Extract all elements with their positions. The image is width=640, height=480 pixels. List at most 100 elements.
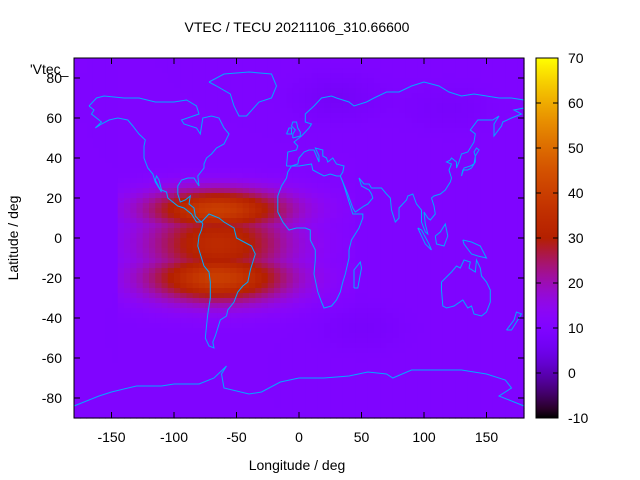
heatmap-cell xyxy=(249,108,256,114)
heatmap-cell xyxy=(430,398,438,404)
heatmap-cell xyxy=(424,298,431,304)
heatmap-cell xyxy=(505,193,513,199)
heatmap-cell xyxy=(292,258,300,264)
heatmap-cell xyxy=(361,103,369,109)
heatmap-cell xyxy=(267,273,275,279)
heatmap-cell xyxy=(211,218,219,224)
heatmap-cell xyxy=(142,148,150,154)
heatmap-cell xyxy=(349,283,356,289)
heatmap xyxy=(74,58,525,419)
heatmap-cell xyxy=(105,358,113,364)
heatmap-cell xyxy=(505,93,513,99)
heatmap-cell xyxy=(267,208,275,214)
heatmap-cell xyxy=(424,343,431,349)
heatmap-cell xyxy=(174,118,181,124)
heatmap-cell xyxy=(386,93,394,99)
heatmap-cell xyxy=(399,318,406,324)
heatmap-cell xyxy=(111,308,119,314)
heatmap-cell xyxy=(449,273,456,279)
heatmap-cell xyxy=(486,253,494,259)
heatmap-cell xyxy=(249,188,256,194)
heatmap-cell xyxy=(486,88,494,94)
heatmap-cell xyxy=(261,173,269,179)
heatmap-cell xyxy=(236,248,244,254)
heatmap-cell xyxy=(430,313,438,319)
heatmap-cell xyxy=(174,158,181,164)
heatmap-cell xyxy=(492,378,500,384)
heatmap-cell xyxy=(442,208,450,214)
heatmap-cell xyxy=(361,78,369,84)
heatmap-cell xyxy=(442,263,450,269)
heatmap-cell xyxy=(436,283,444,289)
heatmap-cell xyxy=(349,303,356,309)
heatmap-cell xyxy=(417,263,425,269)
heatmap-cell xyxy=(205,368,213,374)
heatmap-cell xyxy=(149,213,156,219)
heatmap-cell xyxy=(124,333,131,339)
heatmap-cell xyxy=(405,83,413,89)
heatmap-cell xyxy=(130,233,138,239)
heatmap-cell xyxy=(486,83,494,89)
heatmap-cell xyxy=(167,298,175,304)
heatmap-cell xyxy=(280,148,288,154)
heatmap-cell xyxy=(74,88,81,94)
heatmap-cell xyxy=(380,233,388,239)
heatmap-cell xyxy=(217,148,225,154)
heatmap-cell xyxy=(499,233,506,239)
heatmap-cell xyxy=(117,393,125,399)
heatmap-cell xyxy=(161,123,169,129)
heatmap-cell xyxy=(467,98,475,104)
heatmap-cell xyxy=(449,108,456,114)
heatmap-cell xyxy=(167,73,175,79)
heatmap-cell xyxy=(361,303,369,309)
heatmap-cell xyxy=(486,353,494,359)
heatmap-cell xyxy=(480,338,488,344)
heatmap-cell xyxy=(336,208,344,214)
heatmap-cell xyxy=(274,183,281,189)
heatmap-cell xyxy=(180,318,188,324)
heatmap-cell xyxy=(474,273,481,279)
heatmap-cell xyxy=(280,248,288,254)
heatmap-cell xyxy=(211,363,219,369)
heatmap-cell xyxy=(442,158,450,164)
heatmap-cell xyxy=(105,268,113,274)
heatmap-cell xyxy=(436,263,444,269)
heatmap-cell xyxy=(236,223,244,229)
heatmap-cell xyxy=(161,98,169,104)
heatmap-cell xyxy=(80,158,88,164)
heatmap-cell xyxy=(224,113,231,119)
heatmap-cell xyxy=(205,198,213,204)
heatmap-cell xyxy=(255,363,263,369)
heatmap-cell xyxy=(442,163,450,169)
heatmap-cell xyxy=(74,363,81,369)
heatmap-cell xyxy=(436,303,444,309)
heatmap-cell xyxy=(380,243,388,249)
heatmap-cell xyxy=(155,243,163,249)
heatmap-cell xyxy=(467,73,475,79)
heatmap-cell xyxy=(217,78,225,84)
heatmap-cell xyxy=(355,213,363,219)
heatmap-cell xyxy=(311,318,319,324)
heatmap-cell xyxy=(255,128,263,134)
heatmap-cell xyxy=(180,413,188,419)
heatmap-cell xyxy=(311,153,319,159)
heatmap-cell xyxy=(492,308,500,314)
heatmap-cell xyxy=(224,188,231,194)
heatmap-cell xyxy=(467,313,475,319)
heatmap-cell xyxy=(324,308,331,314)
heatmap-cell xyxy=(192,333,200,339)
heatmap-cell xyxy=(299,273,306,279)
heatmap-cell xyxy=(305,288,313,294)
heatmap-cell xyxy=(167,318,175,324)
heatmap-cell xyxy=(367,233,375,239)
heatmap-cell xyxy=(442,253,450,259)
heatmap-cell xyxy=(455,113,463,119)
heatmap-cell xyxy=(299,148,306,154)
heatmap-cell xyxy=(455,98,463,104)
heatmap-cell xyxy=(149,328,156,334)
heatmap-cell xyxy=(399,228,406,234)
heatmap-cell xyxy=(199,203,206,209)
heatmap-cell xyxy=(361,73,369,79)
heatmap-cell xyxy=(111,103,119,109)
heatmap-cell xyxy=(467,338,475,344)
